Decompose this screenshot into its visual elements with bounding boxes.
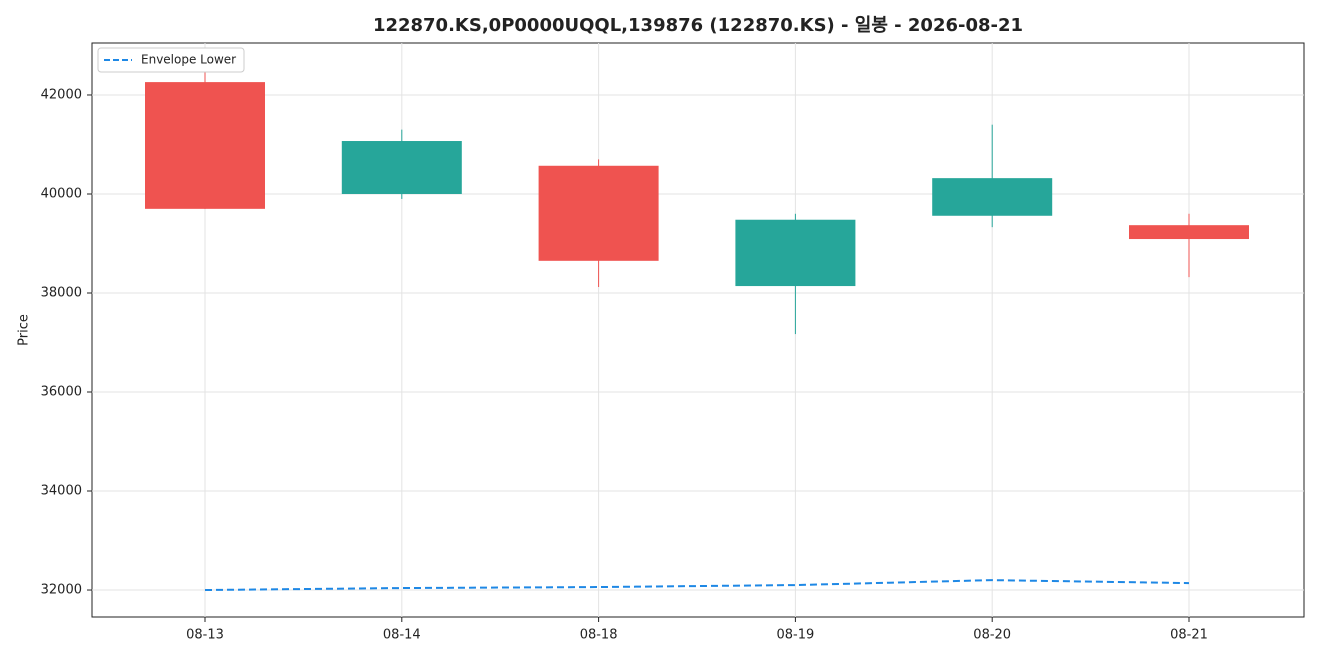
x-tick-label: 08-21 (1170, 628, 1208, 643)
x-tick-label: 08-13 (186, 628, 224, 643)
candle-body (932, 178, 1053, 216)
y-tick-label: 32000 (41, 583, 82, 598)
y-axis-label: Price (17, 314, 32, 346)
candle-body (341, 141, 462, 194)
y-tick-label: 36000 (41, 385, 82, 400)
y-tick-label: 42000 (41, 87, 82, 102)
line-series (204, 579, 1190, 592)
y-tick-label: 40000 (41, 186, 82, 201)
y-tick-label: 34000 (41, 484, 82, 499)
x-tick-label: 08-20 (973, 628, 1011, 643)
x-tick-label: 08-14 (383, 628, 421, 643)
chart-title: 122870.KS,0P0000UQQL,139876 (122870.KS) … (373, 15, 1023, 36)
legend: Envelope Lower (97, 47, 245, 73)
y-tick-label: 38000 (41, 285, 82, 300)
candle-body (145, 82, 265, 209)
legend-box (97, 47, 245, 73)
candle-body (735, 219, 856, 287)
plot-frame (91, 42, 1305, 618)
legend-label: Envelope Lower (141, 53, 236, 67)
x-tick-label: 08-19 (777, 628, 815, 643)
candle-body (1129, 225, 1249, 240)
candle-body (538, 165, 659, 261)
x-tick-label: 08-18 (580, 628, 618, 643)
